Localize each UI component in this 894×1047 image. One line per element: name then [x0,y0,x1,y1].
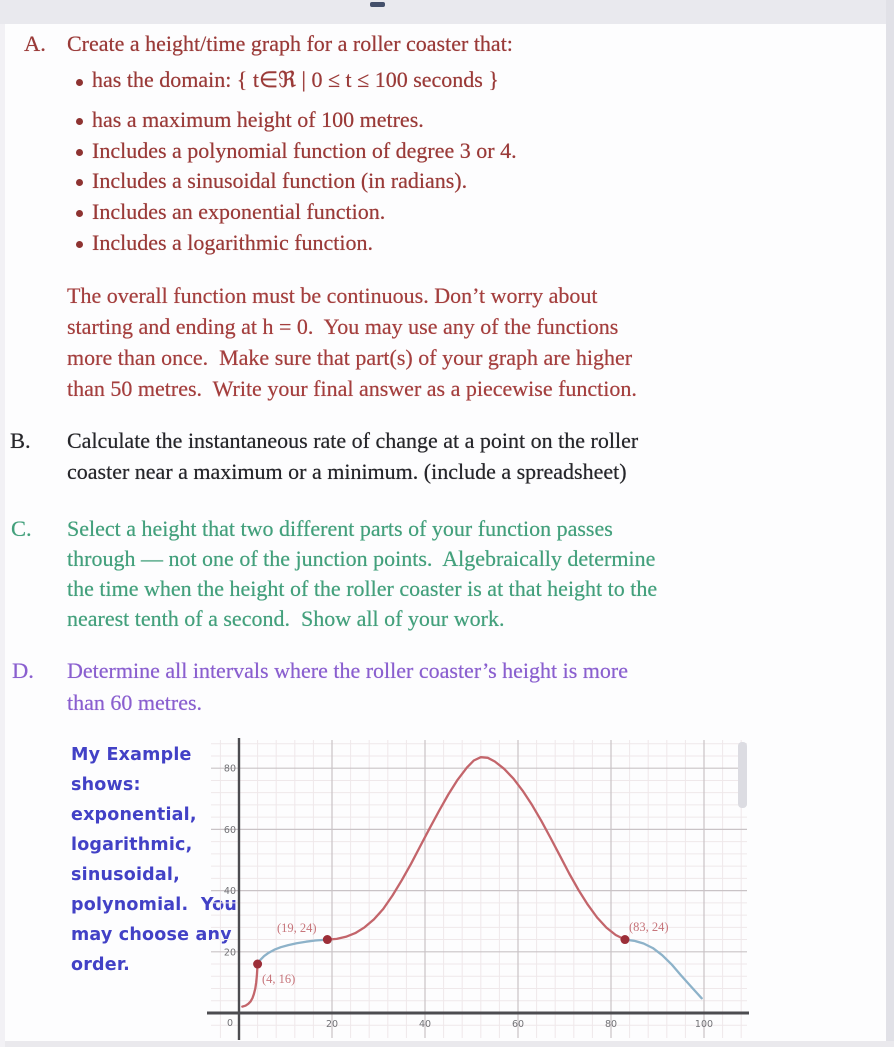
bullet-icon [76,79,83,86]
graph-scrollbar-thumb[interactable] [738,742,747,808]
height-time-graph: 20 40 60 80 20 40 60 80 100 0 (4, 16) (19, 24) (83, … [207,738,749,1040]
junction-point-label: (4, 16) [262,972,295,986]
section-a-label: A. [24,31,46,56]
section-c-label: C. [11,516,32,541]
svg-text:40: 40 [224,886,236,897]
junction-point-label: (83, 24) [629,920,669,934]
note-line: exponential, [71,805,197,825]
section-a-bullet: Includes a logarithmic function. [92,230,374,255]
section-d-label: D. [12,658,34,683]
section-b-label: B. [10,428,31,453]
junction-point [253,959,263,969]
note-line: may choose any [71,925,232,945]
note-line: shows: [71,775,141,795]
example-graph: 20 40 60 80 20 40 60 80 100 0 (4, 16) (19, 24) (83, … [205,736,751,1041]
section-a-paragraph-line: The overall function must be continuous.… [67,283,598,308]
svg-text:80: 80 [224,764,236,775]
curve-segment-exponential [241,962,259,1008]
section-b-line: Calculate the instantaneous rate of chan… [67,428,639,453]
section-c-line: the time when the height of the roller c… [67,576,658,601]
section-c-line: nearest tenth of a second. Show all of y… [67,606,505,631]
section-a-bullet: has a maximum height of 100 metres. [92,107,424,132]
section-a-bullet: has the domain: { t∈ℜ | 0 ≤ t ≤ 100 seco… [92,67,499,92]
section-a-title: Create a height/time graph for a roller … [67,31,513,56]
bullet-icon [76,118,83,125]
bullet-icon [76,149,83,156]
note-line: My Example [71,745,192,765]
svg-text:60: 60 [224,825,236,836]
page-top-edge [0,0,894,24]
section-d-line: Determine all intervals where the roller… [67,658,628,683]
note-line: logarithmic, [71,835,193,855]
svg-text:60: 60 [512,1019,524,1030]
bullet-icon [76,210,83,217]
junction-points: (4, 16) (19, 24) (83, 24) [253,920,669,986]
svg-text:0: 0 [227,1018,233,1029]
section-a-bullet: Includes a sinusoidal function (in radia… [92,168,468,193]
section-a-bullet: Includes an exponential function. [92,199,386,224]
section-a-paragraph-line: than 50 metres. Write your final answer … [67,376,637,401]
grid [211,740,747,1038]
tick-labels: 20 40 60 80 20 40 60 80 100 0 [224,764,713,1030]
section-c-line: Select a height that two different parts… [67,516,613,541]
note-line: sinusoidal, [71,865,180,885]
section-a-paragraph-line: starting and ending at h = 0. You may us… [67,314,619,339]
curve-segment-logarithmic [256,938,329,966]
section-c-line: through — not one of the junction points… [67,546,656,571]
svg-text:20: 20 [326,1019,338,1030]
section-a-bullet: Includes a polynomial function of degree… [92,138,517,163]
page-bottom-edge [0,1041,894,1047]
axes [207,738,749,1040]
note-line: polynomial. You [71,895,238,915]
page-right-edge [886,0,894,1047]
section-d-line: than 60 metres. [67,690,203,715]
section-b-line: coaster near a maximum or a minimum. (in… [67,459,627,484]
note-line: order. [71,955,131,975]
svg-text:80: 80 [605,1019,617,1030]
junction-point-label: (19, 24) [277,921,317,935]
curve-segment-ending-curve [623,938,703,1000]
svg-text:40: 40 [419,1019,431,1030]
junction-point [620,935,630,945]
bullet-icon [76,241,83,248]
drag-handle-icon [370,2,385,7]
junction-point [322,935,332,945]
svg-text:100: 100 [695,1019,713,1030]
bullet-icon [76,179,83,186]
page-left-edge [0,24,5,1047]
svg-text:20: 20 [224,947,236,958]
curve-segment-sinusoidal-polynomial [326,756,627,941]
section-a-paragraph-line: more than once. Make sure that part(s) o… [67,345,633,370]
